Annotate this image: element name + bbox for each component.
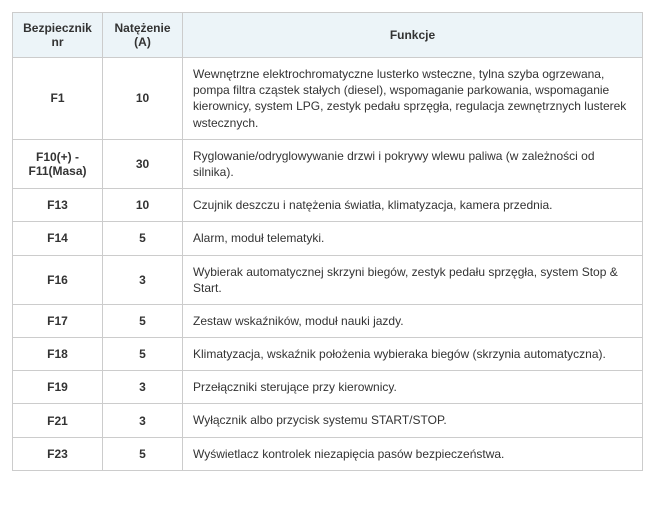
cell-fuse: F23 bbox=[13, 437, 103, 470]
cell-func: Wybierak automatycznej skrzyni biegów, z… bbox=[183, 255, 643, 304]
cell-amp: 10 bbox=[103, 189, 183, 222]
col-header-func: Funkcje bbox=[183, 13, 643, 58]
cell-amp: 5 bbox=[103, 437, 183, 470]
cell-fuse: F18 bbox=[13, 338, 103, 371]
table-header: Bezpiecznik nr Natężenie (A) Funkcje bbox=[13, 13, 643, 58]
table-row: F17 5 Zestaw wskaźników, moduł nauki jaz… bbox=[13, 304, 643, 337]
table-row: F18 5 Klimatyzacja, wskaźnik położenia w… bbox=[13, 338, 643, 371]
cell-func: Wewnętrzne elektrochromatyczne lusterko … bbox=[183, 58, 643, 140]
cell-func: Przełączniki sterujące przy kierownicy. bbox=[183, 371, 643, 404]
cell-amp: 10 bbox=[103, 58, 183, 140]
table-row: F16 3 Wybierak automatycznej skrzyni bie… bbox=[13, 255, 643, 304]
table-row: F23 5 Wyświetlacz kontrolek niezapięcia … bbox=[13, 437, 643, 470]
cell-fuse: F10(+) - F11(Masa) bbox=[13, 139, 103, 188]
table-body: F1 10 Wewnętrzne elektrochromatyczne lus… bbox=[13, 58, 643, 471]
table-header-row: Bezpiecznik nr Natężenie (A) Funkcje bbox=[13, 13, 643, 58]
cell-func: Czujnik deszczu i natężenia światła, kli… bbox=[183, 189, 643, 222]
col-header-amp: Natężenie (A) bbox=[103, 13, 183, 58]
cell-func: Wyświetlacz kontrolek niezapięcia pasów … bbox=[183, 437, 643, 470]
cell-amp: 30 bbox=[103, 139, 183, 188]
cell-func: Klimatyzacja, wskaźnik położenia wybiera… bbox=[183, 338, 643, 371]
fuse-table: Bezpiecznik nr Natężenie (A) Funkcje F1 … bbox=[12, 12, 643, 471]
cell-amp: 3 bbox=[103, 255, 183, 304]
col-header-fuse: Bezpiecznik nr bbox=[13, 13, 103, 58]
table-row: F1 10 Wewnętrzne elektrochromatyczne lus… bbox=[13, 58, 643, 140]
cell-func: Zestaw wskaźników, moduł nauki jazdy. bbox=[183, 304, 643, 337]
table-row: F14 5 Alarm, moduł telematyki. bbox=[13, 222, 643, 255]
cell-amp: 5 bbox=[103, 304, 183, 337]
cell-fuse: F13 bbox=[13, 189, 103, 222]
cell-fuse: F16 bbox=[13, 255, 103, 304]
table-row: F19 3 Przełączniki sterujące przy kierow… bbox=[13, 371, 643, 404]
cell-fuse: F14 bbox=[13, 222, 103, 255]
table-row: F10(+) - F11(Masa) 30 Ryglowanie/odryglo… bbox=[13, 139, 643, 188]
cell-amp: 3 bbox=[103, 371, 183, 404]
cell-func: Alarm, moduł telematyki. bbox=[183, 222, 643, 255]
table-row: F21 3 Wyłącznik albo przycisk systemu ST… bbox=[13, 404, 643, 437]
cell-fuse: F17 bbox=[13, 304, 103, 337]
cell-fuse: F19 bbox=[13, 371, 103, 404]
cell-amp: 5 bbox=[103, 222, 183, 255]
cell-func: Ryglowanie/odryglowywanie drzwi i pokryw… bbox=[183, 139, 643, 188]
table-row: F13 10 Czujnik deszczu i natężenia świat… bbox=[13, 189, 643, 222]
cell-amp: 5 bbox=[103, 338, 183, 371]
cell-amp: 3 bbox=[103, 404, 183, 437]
cell-fuse: F21 bbox=[13, 404, 103, 437]
cell-fuse: F1 bbox=[13, 58, 103, 140]
cell-func: Wyłącznik albo przycisk systemu START/ST… bbox=[183, 404, 643, 437]
